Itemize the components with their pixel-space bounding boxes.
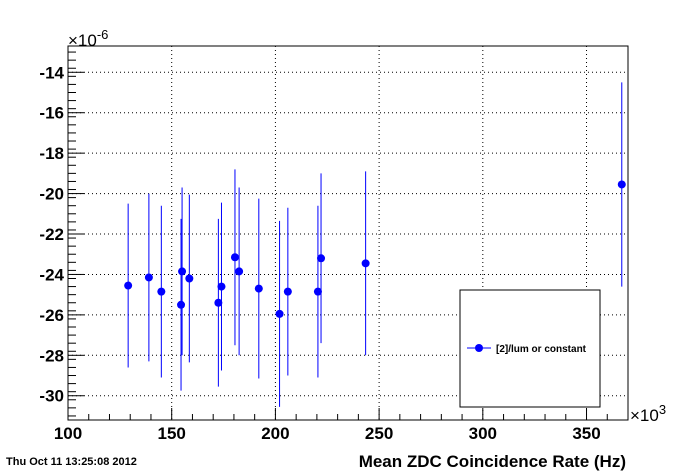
x-tick-label: 250 — [365, 424, 393, 443]
x-tick-label: 200 — [261, 424, 289, 443]
data-point — [317, 254, 326, 263]
y-tick-label: -28 — [39, 346, 64, 365]
x-tick-label: 300 — [469, 424, 497, 443]
axes: 100 150 200 250 300 350 -30 -28 -26 -24 -22 -20 -18 -… — [39, 45, 629, 443]
data-point — [185, 274, 194, 283]
data-point — [617, 180, 626, 189]
data-point — [275, 309, 284, 318]
x-tick-label: 150 — [158, 424, 186, 443]
data-point — [283, 287, 292, 296]
data-point — [361, 259, 370, 268]
data-point — [313, 287, 322, 296]
data-point — [144, 273, 153, 282]
y-tick-label: -22 — [39, 225, 64, 244]
x-tick-label: 100 — [54, 424, 82, 443]
data-point — [124, 281, 133, 290]
grid-lines — [68, 46, 628, 420]
legend-marker — [475, 344, 483, 352]
x-tick-label: 350 — [572, 424, 600, 443]
y-tick-label: -14 — [39, 63, 64, 82]
data-point — [230, 253, 239, 262]
plot-frame — [67, 45, 629, 421]
y-tick-label: -20 — [39, 185, 64, 204]
x-axis-title: Mean ZDC Coincidence Rate (Hz) — [359, 452, 626, 471]
timestamp: Thu Oct 11 13:25:08 2012 — [6, 456, 137, 468]
legend-entry-label: [2]/lum or constant — [496, 344, 587, 355]
y-tick-label: -24 — [39, 265, 64, 284]
y-tick-label: -18 — [39, 144, 64, 163]
legend: [2]/lum or constant — [459, 289, 601, 408]
y-tick-label: -16 — [39, 104, 64, 123]
data-point — [178, 267, 187, 276]
x-multiplier-label: ×103 — [630, 402, 666, 425]
data-point — [254, 284, 263, 293]
axis-labels: ×10-6 ×103 Mean ZDC Coincidence Rate (Hz… — [68, 27, 666, 471]
data-point — [157, 287, 166, 296]
data-point — [217, 282, 226, 291]
data-point — [235, 267, 244, 276]
y-multiplier-label: ×10-6 — [68, 27, 108, 50]
data-point — [177, 300, 186, 309]
y-tick-label: -26 — [39, 306, 64, 325]
data-series — [124, 82, 626, 407]
data-point — [214, 298, 223, 307]
y-tick-label: -30 — [39, 387, 64, 406]
